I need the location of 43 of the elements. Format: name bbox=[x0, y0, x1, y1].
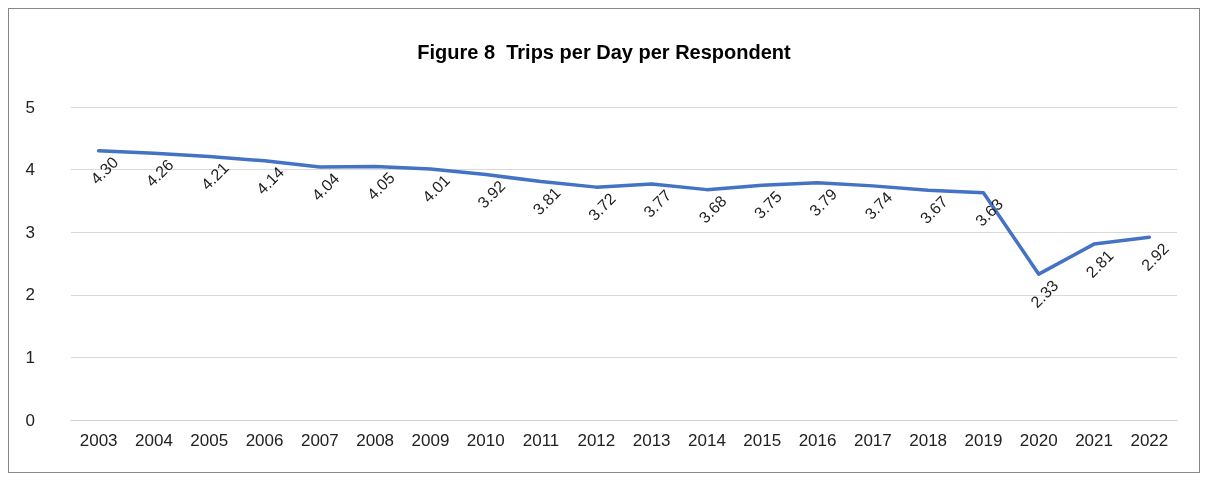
text: 3.68 bbox=[695, 192, 730, 227]
text: 3.72 bbox=[584, 189, 620, 224]
x-tick-label: 2018 bbox=[909, 431, 948, 450]
x-tick-label: 2007 bbox=[300, 431, 339, 450]
x-tick-label: 2003 bbox=[79, 431, 118, 450]
x-tick-label: 2014 bbox=[688, 431, 726, 450]
x-tick-label: 2013 bbox=[632, 431, 671, 450]
y-tick-label: 2 bbox=[25, 285, 35, 305]
x-tick-label: 2006 bbox=[245, 431, 284, 450]
text: 4.05 bbox=[363, 169, 398, 204]
x-tick-label: 2019 bbox=[964, 431, 1003, 450]
text: 3.81 bbox=[529, 184, 564, 219]
text: 4.14 bbox=[253, 163, 288, 198]
x-tick-label: 2010 bbox=[466, 431, 505, 450]
x-tick-label: 2020 bbox=[1019, 431, 1058, 450]
x-tick-label: 2011 bbox=[522, 431, 560, 450]
y-tick-label: 1 bbox=[25, 347, 35, 367]
x-tick-label: 2021 bbox=[1075, 431, 1113, 450]
text: 4.04 bbox=[308, 169, 343, 204]
x-tick-label: 2004 bbox=[135, 431, 173, 450]
x-tick-label: 2008 bbox=[356, 431, 395, 450]
y-tick-label: 4 bbox=[25, 160, 35, 180]
x-tick-label: 2012 bbox=[577, 431, 616, 450]
text: 4.30 bbox=[87, 153, 122, 188]
text: 3.75 bbox=[750, 187, 785, 222]
x-tick-label: 2009 bbox=[411, 431, 450, 450]
text: 4.26 bbox=[142, 155, 177, 190]
text: 3.63 bbox=[972, 195, 1007, 230]
x-tick-label: 2015 bbox=[743, 431, 782, 450]
text: 2.81 bbox=[1082, 246, 1117, 281]
x-tick-label: 2016 bbox=[798, 431, 837, 450]
text: 3.79 bbox=[806, 185, 841, 220]
x-tick-label: 2017 bbox=[853, 431, 892, 450]
x-tick-label: 2005 bbox=[190, 431, 229, 450]
chart-title: Figure 8 Trips per Day per Respondent bbox=[417, 41, 792, 63]
text: 3.92 bbox=[474, 177, 509, 212]
x-tick-label: 2022 bbox=[1130, 431, 1169, 450]
y-tick-label: 5 bbox=[25, 97, 35, 117]
y-tick-label: 3 bbox=[25, 222, 35, 242]
text: 4.01 bbox=[419, 171, 454, 206]
y-tick-label: 0 bbox=[25, 410, 35, 430]
text: 3.74 bbox=[861, 188, 896, 223]
text: 4.21 bbox=[197, 159, 232, 194]
